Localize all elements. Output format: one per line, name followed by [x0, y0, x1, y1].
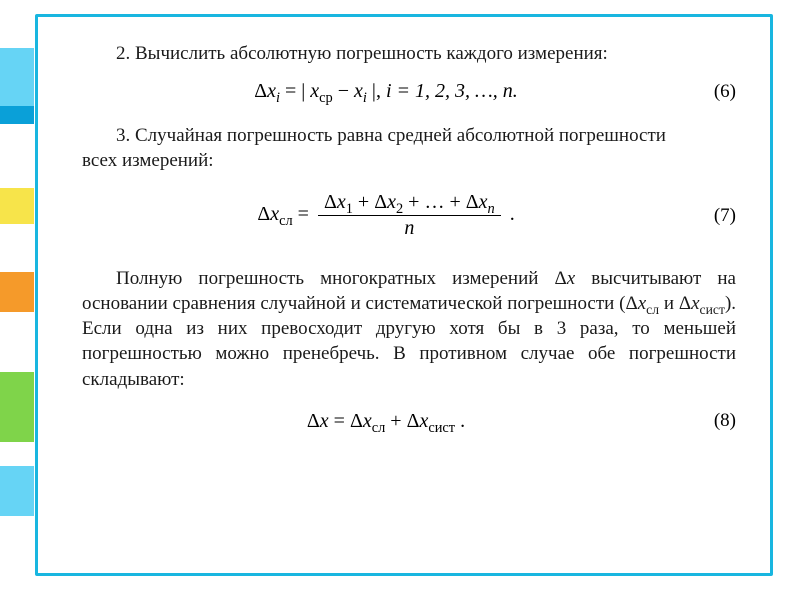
equation-8-body: Δx = Δxсл + Δxсист .	[82, 410, 690, 433]
background-stripes	[0, 0, 34, 600]
paragraph-3-line1: 3. Случайная погрешность равна средней а…	[82, 123, 736, 148]
equation-6: Δxi = | xср − xi |, i = 1, 2, 3, …, n. (…	[82, 80, 736, 103]
equation-6-number: (6)	[690, 81, 736, 103]
paragraph-3-line2: всех измерений:	[82, 148, 736, 173]
equation-6-body: Δxi = | xср − xi |, i = 1, 2, 3, …, n.	[82, 80, 690, 103]
paragraph-2: 2. Вычислить абсолютную погрешность кажд…	[82, 41, 736, 66]
content-frame: 2. Вычислить абсолютную погрешность кажд…	[35, 14, 773, 576]
equation-7: Δxсл = Δx1 + Δx2 + … + Δxn n . (7)	[82, 191, 736, 240]
equation-7-number: (7)	[690, 205, 736, 227]
equation-8-number: (8)	[690, 410, 736, 432]
equation-7-body: Δxсл = Δx1 + Δx2 + … + Δxn n .	[82, 191, 690, 240]
paragraph-4: Полную погрешность многократных измерени…	[82, 266, 736, 391]
equation-8: Δx = Δxсл + Δxсист . (8)	[82, 410, 736, 433]
